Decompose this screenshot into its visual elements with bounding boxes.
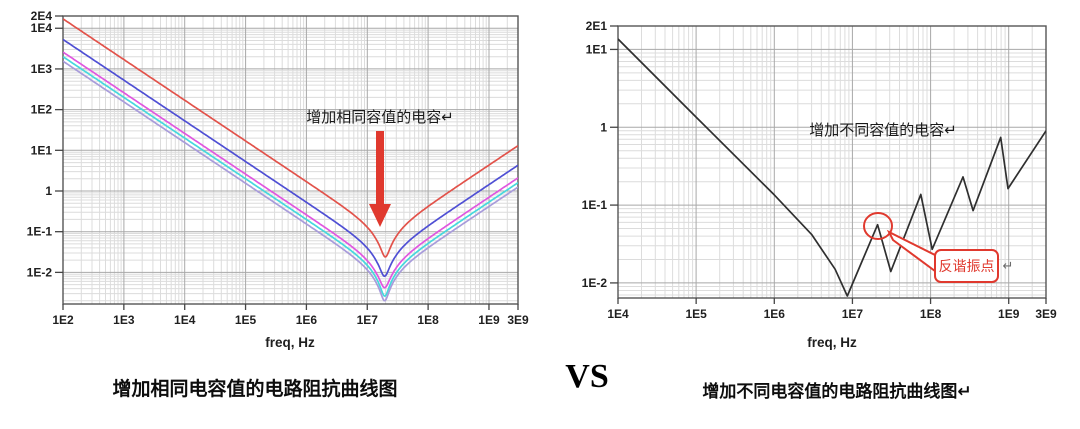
svg-text:1E6: 1E6 — [296, 313, 318, 327]
impedance-curve-black-curve — [618, 38, 1046, 297]
impedance-curve-blue-curve — [63, 38, 518, 278]
svg-text:1E3: 1E3 — [113, 313, 135, 327]
series-curves — [63, 18, 518, 302]
vs-label: VS — [565, 358, 609, 395]
down-arrow-icon — [369, 131, 391, 227]
right-impedance-chart: 1E4 1E5 1E6 1E7 1E8 1E9 3E9 2E1 1E1 1 1E-1 1E-2 freq… — [582, 19, 1057, 350]
callout-box — [934, 249, 999, 283]
svg-text:1E8: 1E8 — [417, 313, 439, 327]
svg-text:2E1: 2E1 — [586, 19, 608, 33]
svg-text:1E-2: 1E-2 — [582, 276, 608, 290]
plot-frame — [62, 15, 519, 305]
svg-text:1E3: 1E3 — [31, 62, 53, 76]
callout-return-mark: ↵ — [1003, 258, 1014, 273]
svg-text:1E2: 1E2 — [31, 103, 53, 117]
svg-text:1E2: 1E2 — [52, 313, 74, 327]
svg-text:2E4: 2E4 — [31, 9, 53, 23]
svg-text:1E-1: 1E-1 — [582, 198, 608, 212]
anti-resonance-circle-icon — [863, 212, 893, 240]
svg-text:1: 1 — [45, 184, 52, 198]
svg-text:1E7: 1E7 — [357, 313, 379, 327]
left-impedance-chart: 1E2 1E3 1E4 1E5 1E6 1E7 1E8 1E9 3E92E41E41E31E21… — [27, 9, 529, 350]
right-annotation: 增加不同容值的电容↵ — [809, 122, 957, 139]
plot-frame — [617, 25, 1047, 299]
svg-text:1E5: 1E5 — [685, 307, 707, 321]
left-chart-generated: 1E2 1E3 1E4 1E5 1E6 1E7 1E8 1E9 3E92E41E41E31E21… — [27, 9, 529, 350]
svg-text:1E9: 1E9 — [998, 307, 1020, 321]
impedance-curve-magenta-curve — [63, 51, 518, 289]
axis-ticks: 1E2 1E3 1E4 1E5 1E6 1E7 1E8 1E9 3E92E41E41E31E21… — [27, 9, 529, 327]
svg-text:3E9: 3E9 — [507, 313, 529, 327]
left-chart-caption: 增加相同电容值的电路阻抗曲线图 — [112, 379, 398, 400]
svg-text:1E5: 1E5 — [235, 313, 257, 327]
x-axis-label: freq, Hz — [807, 335, 857, 350]
axis-ticks: 1E4 1E5 1E6 1E7 1E8 1E9 3E9 2E1 1E1 1 1E-1 1E-2 — [582, 19, 1057, 321]
svg-text:3E9: 3E9 — [1035, 307, 1057, 321]
left-annotation: 增加相同容值的电容↵ — [306, 109, 454, 126]
svg-text:1E1: 1E1 — [31, 143, 53, 157]
svg-text:1: 1 — [600, 120, 607, 134]
svg-text:1E4: 1E4 — [607, 307, 629, 321]
svg-text:1E8: 1E8 — [920, 307, 942, 321]
right-chart-caption: 增加不同电容值的电路阻抗曲线图↵ — [702, 382, 972, 401]
impedance-curve-red-curve — [63, 18, 518, 258]
svg-text:1E-2: 1E-2 — [27, 265, 53, 279]
svg-text:1E4: 1E4 — [174, 313, 196, 327]
x-axis-label: freq, Hz — [265, 335, 315, 350]
series-curves — [618, 38, 1046, 297]
svg-text:1E6: 1E6 — [764, 307, 786, 321]
svg-text:1E4: 1E4 — [31, 21, 53, 35]
callout-label: 反谐振点 — [939, 258, 995, 274]
impedance-curve-cyan-curve — [63, 55, 518, 297]
svg-text:1E-1: 1E-1 — [27, 225, 53, 239]
callout-tail — [886, 229, 936, 273]
impedance-curve-lavender-curve — [63, 60, 518, 302]
svg-text:1E7: 1E7 — [842, 307, 864, 321]
svg-text:1E9: 1E9 — [478, 313, 500, 327]
grid — [62, 15, 519, 304]
svg-text:1E1: 1E1 — [586, 42, 608, 56]
right-chart-generated: 1E4 1E5 1E6 1E7 1E8 1E9 3E9 2E1 1E1 1 1E-1 1E-2 freq… — [582, 19, 1057, 350]
